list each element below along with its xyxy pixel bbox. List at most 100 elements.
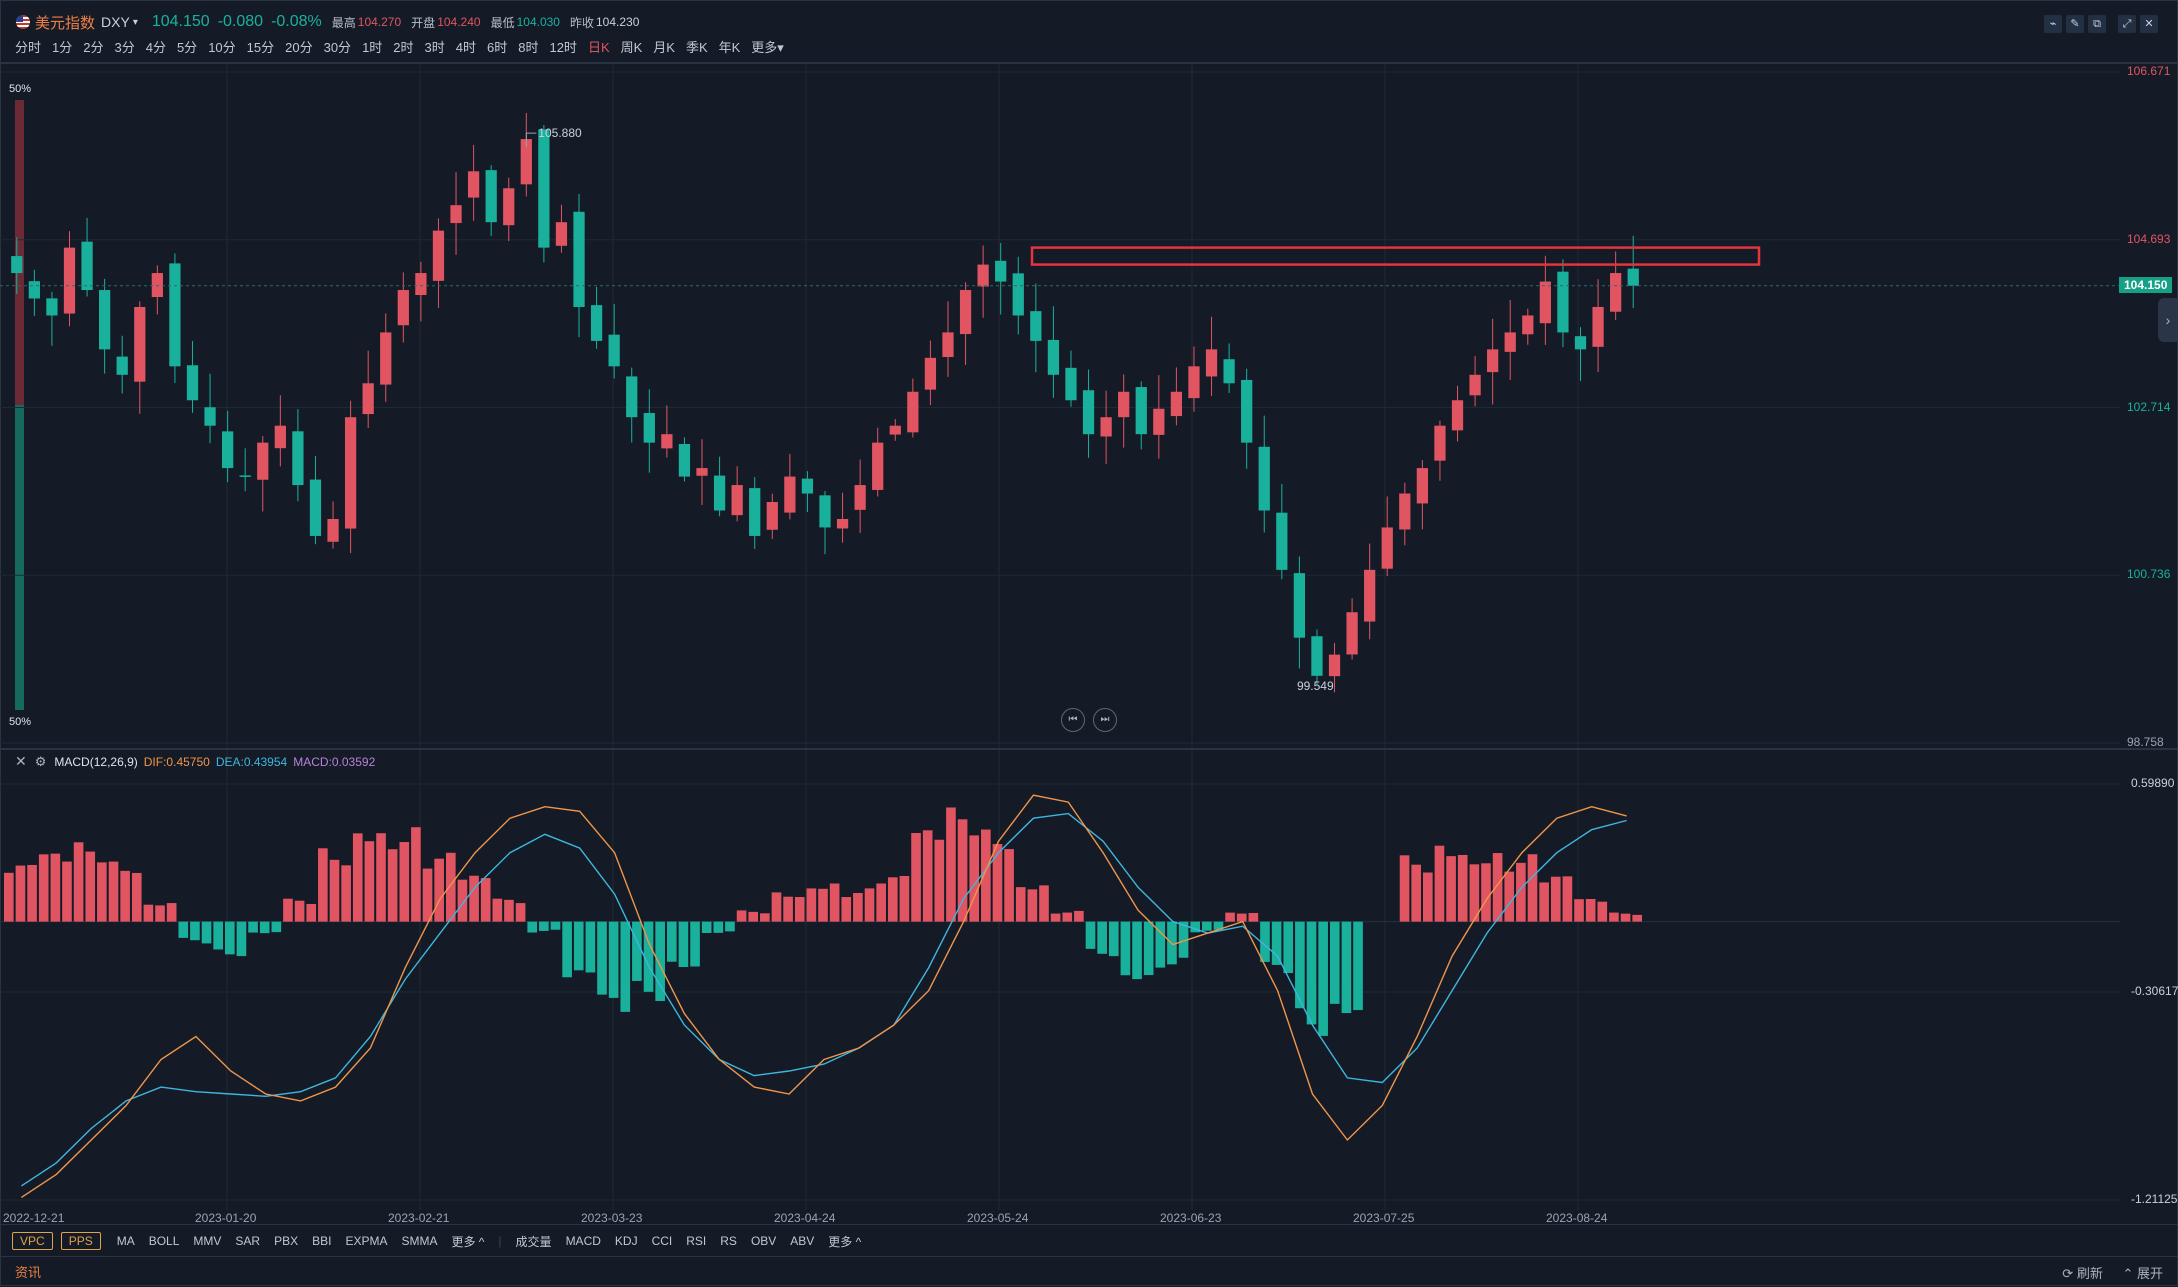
overlay-indicator-1[interactable]: BOLL — [148, 1234, 180, 1248]
candle-body[interactable] — [1451, 400, 1464, 431]
candle-body[interactable] — [46, 298, 58, 316]
candle-body[interactable] — [713, 475, 726, 511]
candle-body[interactable] — [99, 290, 111, 350]
period-20[interactable]: 季K — [685, 40, 708, 55]
candle-body[interactable] — [1118, 391, 1130, 418]
chevron-down-icon[interactable]: ▾ — [132, 16, 138, 28]
candle-body[interactable] — [169, 263, 181, 367]
candle-body[interactable] — [362, 383, 374, 415]
candle-body[interactable] — [1082, 390, 1095, 435]
candle-body[interactable] — [186, 365, 199, 401]
close-icon[interactable]: ✕ — [15, 753, 27, 769]
chart-type-icon[interactable]: ⌁ — [2044, 15, 2062, 33]
price-chart[interactable]: 105.880 99.549 — [0, 0, 2178, 1220]
period-10[interactable]: 1时 — [362, 40, 383, 55]
candle-body[interactable] — [432, 230, 445, 281]
candle-body[interactable] — [204, 407, 216, 426]
sub-indicator-7[interactable]: ABV — [790, 1234, 815, 1248]
candle-body[interactable] — [924, 357, 937, 390]
candle-body[interactable] — [1293, 573, 1306, 638]
candle-body[interactable] — [1135, 387, 1147, 435]
candle-body[interactable] — [1205, 349, 1218, 377]
candle-body[interactable] — [995, 260, 1007, 282]
candle-body[interactable] — [151, 273, 163, 298]
sub-indicator-8[interactable]: 更多 ^ — [828, 1234, 862, 1249]
candle-body[interactable] — [1504, 332, 1516, 352]
candle-body[interactable] — [555, 222, 568, 246]
candle-body[interactable] — [1416, 468, 1428, 504]
expand-icon[interactable]: ⌃ — [2122, 1266, 2134, 1281]
sub-indicator-6[interactable]: OBV — [750, 1234, 777, 1248]
expand-side-panel-icon[interactable]: › — [2158, 298, 2178, 342]
instrument-code[interactable]: DXY — [101, 14, 130, 30]
instrument-name[interactable]: 美元指数 — [35, 14, 96, 32]
candle-body[interactable] — [222, 431, 234, 469]
overlay-indicator-3[interactable]: SAR — [235, 1234, 261, 1248]
candle-body[interactable] — [836, 518, 849, 529]
candle-body[interactable] — [1188, 366, 1200, 399]
candle-body[interactable] — [977, 264, 989, 287]
overlay-indicator-6[interactable]: EXPMA — [345, 1234, 388, 1248]
news-tab[interactable]: 资讯 — [15, 1265, 42, 1280]
pane-divider[interactable] — [0, 748, 2178, 750]
expand-button[interactable]: 展开 — [2136, 1266, 2163, 1281]
period-19[interactable]: 月K — [653, 40, 675, 55]
candle-body[interactable] — [590, 305, 603, 341]
candle-body[interactable] — [854, 485, 866, 510]
overlay-indicator-8[interactable]: 更多 ^ — [451, 1234, 485, 1249]
candle-body[interactable] — [1223, 359, 1235, 384]
candle-body[interactable] — [11, 256, 23, 274]
period-16[interactable]: 12时 — [549, 40, 577, 55]
candle-body[interactable] — [1065, 367, 1077, 401]
draw-tool-icon[interactable]: ✎ — [2066, 15, 2084, 33]
candle-body[interactable] — [1627, 268, 1639, 286]
overlay-indicator-4[interactable]: PBX — [274, 1234, 299, 1248]
candle-body[interactable] — [1610, 273, 1622, 312]
candle-body[interactable] — [1381, 527, 1393, 569]
candle-body[interactable] — [1241, 379, 1253, 443]
refresh-icon[interactable]: ⟳ — [2062, 1266, 2074, 1281]
candle-body[interactable] — [661, 434, 673, 449]
candle-body[interactable] — [467, 171, 480, 198]
period-9[interactable]: 30分 — [323, 40, 352, 55]
layout-icon[interactable]: ⧉ — [2088, 15, 2106, 33]
candle-body[interactable] — [731, 485, 743, 516]
candle-body[interactable] — [1047, 339, 1060, 375]
period-1[interactable]: 1分 — [52, 40, 73, 55]
refresh-button[interactable]: 刷新 — [2076, 1266, 2103, 1281]
candle-body[interactable] — [608, 334, 620, 367]
candle-body[interactable] — [503, 188, 515, 226]
candle-body[interactable] — [415, 273, 427, 296]
period-12[interactable]: 3时 — [424, 40, 445, 55]
main-indicator-pps[interactable]: PPS — [60, 1232, 101, 1250]
candle-body[interactable] — [1539, 281, 1551, 324]
candle-body[interactable] — [520, 139, 532, 185]
candle-body[interactable] — [239, 475, 251, 477]
period-6[interactable]: 10分 — [208, 40, 236, 55]
candle-body[interactable] — [485, 170, 497, 223]
overlay-indicator-5[interactable]: BBI — [312, 1234, 332, 1248]
candle-body[interactable] — [696, 468, 708, 476]
period-2[interactable]: 2分 — [83, 40, 104, 55]
sub-indicator-2[interactable]: KDJ — [614, 1234, 638, 1248]
candle-body[interactable] — [1399, 493, 1411, 530]
candle-body[interactable] — [292, 431, 304, 486]
candle-body[interactable] — [397, 290, 409, 326]
period-0[interactable]: 分时 — [15, 40, 42, 55]
candle-body[interactable] — [274, 425, 286, 449]
candle-body[interactable] — [1574, 336, 1587, 350]
candle-body[interactable] — [872, 442, 884, 490]
candle-body[interactable] — [538, 129, 550, 248]
candle-body[interactable] — [1364, 569, 1376, 622]
period-22[interactable]: 更多▾ — [751, 40, 784, 55]
period-4[interactable]: 4分 — [145, 40, 166, 55]
period-14[interactable]: 6时 — [487, 40, 508, 55]
candle-body[interactable] — [1311, 636, 1323, 676]
candle-body[interactable] — [28, 281, 40, 299]
candle-body[interactable] — [1012, 273, 1024, 316]
sub-indicator-3[interactable]: CCI — [651, 1234, 673, 1248]
candle-body[interactable] — [134, 306, 146, 382]
candle-body[interactable] — [959, 290, 972, 335]
candle-body[interactable] — [380, 332, 392, 385]
candle-body[interactable] — [643, 413, 655, 443]
